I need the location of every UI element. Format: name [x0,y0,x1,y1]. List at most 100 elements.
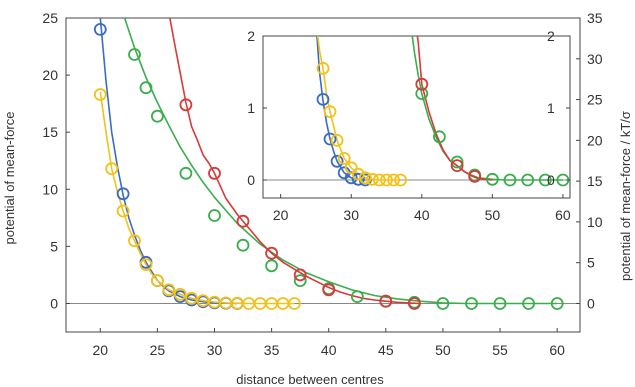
inset-series-3-point [415,77,429,91]
main-series-1-point [150,274,164,288]
main-x-tick-label: 60 [549,342,565,358]
inset-y-tick-label: 1 [247,100,255,116]
inset-series-1-point [372,173,386,187]
main-y2-tick-label: 25 [587,92,603,108]
main-series-3-point [179,98,193,112]
inset-x-tick-label: 30 [343,207,359,223]
inset-series-0-point [351,172,365,186]
main-series-3-point [379,294,393,308]
main-series-3-point [293,268,307,282]
inset-y2-tick-label: 1 [547,100,555,116]
inset-series-1-point [316,62,330,75]
inset-series-2-point [432,130,446,144]
main-y2-tick-label: 10 [587,214,603,230]
main-series-0-point [93,22,107,36]
main-x-tick-label: 20 [92,342,108,358]
inset-series-1-point [323,105,337,118]
main-x-tick-label: 25 [150,342,166,358]
main-tick-labels: 20 25 30 35 40 45 50 55 600510152025051015202530… [42,10,602,358]
inset-series-1-point [394,173,408,187]
inset-series-1-point [330,133,344,147]
main-series-1-point [128,234,141,248]
main-series-1-point [287,297,301,310]
main-y-tick-label: 25 [42,10,58,26]
y2-axis-label: potential of mean-force / kT/σ [618,111,633,281]
main-series-1-point [139,258,153,272]
inset-y2-tick-label: 0 [547,172,555,188]
inset-series-2-point [521,173,535,187]
main-series-3-point [265,246,279,260]
inset-series-0-point [344,171,358,185]
inset-y2-tick-label: 2 [547,28,555,44]
main-series-2-point [293,274,307,288]
inset-series-0-point [316,93,330,106]
main-series-2-point [150,109,164,123]
inset-series-1-point [387,173,401,187]
main-y-tick-label: 15 [42,124,58,140]
main-series-2-point [436,297,450,310]
main-series-1-point [173,287,187,301]
main-series-1-point [105,162,119,176]
main-series-2-point [236,238,250,252]
main-series-1-point [185,291,199,305]
main-x-tick-label: 45 [378,342,394,358]
inset-series-2-point [450,155,464,169]
inset-x-tick-label: 50 [485,207,501,223]
main-series-3-point [208,166,221,180]
inset-series-1-point [358,171,372,185]
inset-x-tick-label: 20 [273,207,289,223]
main-series-3-point [322,283,336,297]
main-y-tick-label: 20 [42,67,58,83]
main-y-tick-label: 0 [50,295,58,311]
inset-series-1-point [337,151,351,165]
main-y2-tick-label: 15 [587,173,603,189]
inset-series-1-point [365,172,379,186]
main-series-2-point [465,297,478,310]
main-series-1-curve [99,92,295,305]
inset-series-1-point [344,161,358,175]
main-series-2-point [522,297,535,310]
main-markers [93,22,564,310]
inset-x-tick-label: 40 [414,207,430,223]
inset-series-3-point [468,169,482,183]
main-series-1-point [162,283,176,297]
main-y2-tick-label: 20 [587,132,603,148]
main-y2-tick-label: 5 [587,255,595,271]
main-series-0-point [116,187,130,201]
main-x-tick-label: 40 [321,342,337,358]
inset-series-3-point [450,159,464,173]
inset-series-2-point [503,173,517,187]
main-x-tick-label: 50 [435,342,451,358]
inset-series-0-point [323,132,337,146]
main-series-3-point [236,214,250,228]
inset-series-2-point [538,173,552,187]
inset-series-2-point [485,172,499,186]
inset-x-tick-label: 60 [555,207,571,223]
inset-y-tick-label: 2 [247,28,255,44]
main-series-2-point [350,290,364,304]
inset-series-3-curve [416,36,493,181]
main-series-2-point [493,297,507,310]
inset-markers [316,62,570,187]
main-x-tick-label: 30 [207,342,223,358]
inset-series-1-point [351,167,365,181]
main-series-1-point [116,204,130,218]
inset-series-2-point [415,87,429,100]
main-y-tick-label: 5 [50,238,58,254]
main-series-2-point [550,297,564,310]
main-series-2-curve [123,18,558,305]
main-series-2-point [208,209,221,222]
main-series-2-point [179,166,193,180]
y-axis-label: potential of mean-force [2,112,17,245]
main-y2-tick-label: 0 [587,295,595,311]
main-x-tick-label: 35 [264,342,280,358]
x-axis-label: distance between centres [236,372,384,387]
main-series-3-point [407,297,421,310]
main-series-2-point [139,81,153,95]
main-series-2-point [128,48,141,61]
main-y-tick-label: 10 [42,181,58,197]
main-x-tick-label: 55 [492,342,508,358]
inset-series-1-point [380,173,393,187]
